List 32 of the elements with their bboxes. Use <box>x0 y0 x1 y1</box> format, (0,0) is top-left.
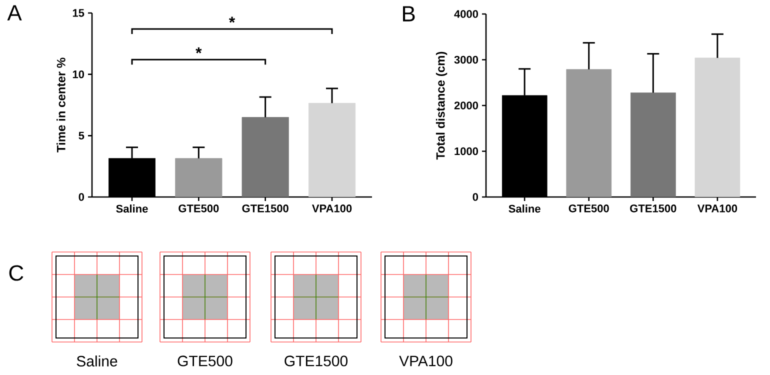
text: GTE500 <box>178 356 232 366</box>
y-tick-label: 0 <box>472 193 478 201</box>
text: GTE1500 <box>284 356 348 366</box>
text: VPA100 <box>399 356 452 366</box>
y-axis-title: Total distance (cm) <box>436 52 448 160</box>
y-axis-title: Time in center % <box>56 58 66 152</box>
y-tick-label: 15 <box>72 9 84 17</box>
y-tick-label: 10 <box>72 70 84 78</box>
x-tick-label: VPA100 <box>697 204 738 212</box>
bar <box>630 92 676 197</box>
x-tick-label: Saline <box>116 204 148 213</box>
chart-title: A <box>7 5 22 20</box>
chart-title: B <box>403 6 415 22</box>
y-tick-label: 5 <box>78 132 84 140</box>
annotation: * <box>196 47 202 54</box>
y-tick-label: 2000 <box>454 102 478 110</box>
bar <box>308 102 356 197</box>
x-tick-label: GTE1500 <box>242 204 288 212</box>
y-tick-label: 3000 <box>454 56 478 64</box>
x-tick-label: GTE1500 <box>630 204 676 212</box>
y-tick-label: 4000 <box>454 10 478 18</box>
x-tick-label: VPA100 <box>312 204 352 212</box>
bar <box>694 58 740 197</box>
y-tick-label: 0 <box>78 193 84 201</box>
bar <box>175 158 222 197</box>
x-tick-label: GTE500 <box>178 204 219 212</box>
text: C <box>9 265 24 281</box>
x-tick-label: GTE500 <box>568 204 609 212</box>
x-tick-label: Saline <box>508 204 540 213</box>
y-tick-label: 1000 <box>454 147 478 156</box>
text: Saline <box>76 355 118 367</box>
annotation: * <box>228 16 236 23</box>
